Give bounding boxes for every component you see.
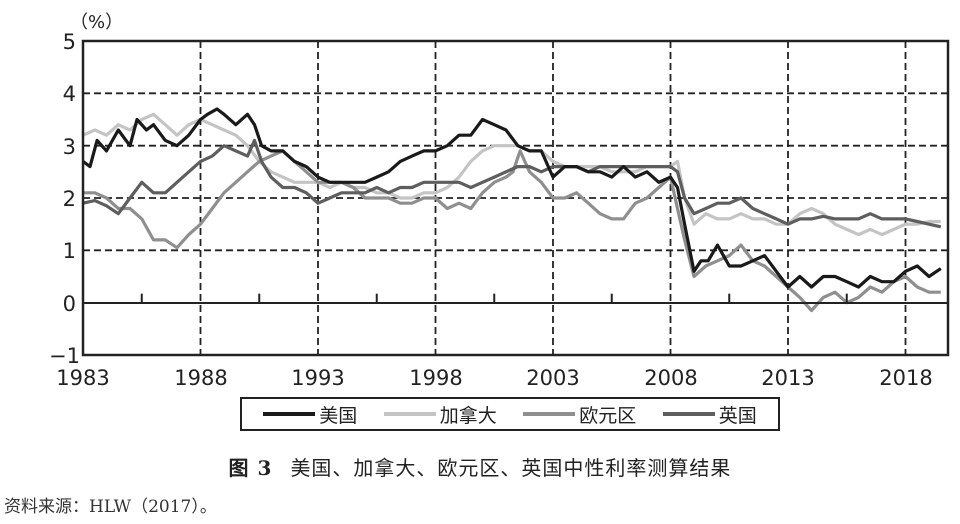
figure-title: 美国、加拿大、欧元区、英国中性利率测算结果 xyxy=(290,456,732,480)
x-tick-1983: 1983 xyxy=(56,366,109,390)
figure-number: 图 3 xyxy=(228,456,273,480)
y-tick-0: 0 xyxy=(63,292,76,316)
x-tick-1993: 1993 xyxy=(291,366,344,390)
x-axis-labels: 1983 1988 1993 1998 2003 2008 2013 2018 xyxy=(56,366,932,390)
legend-label-canada: 加拿大 xyxy=(439,404,497,427)
legend-swatch-canada xyxy=(383,412,436,416)
legend-item-canada: 加拿大 xyxy=(383,401,497,428)
x-tick-2008: 2008 xyxy=(644,366,697,390)
y-tick-2: 2 xyxy=(63,187,76,211)
y-unit-label: （%） xyxy=(70,12,123,33)
plot-frame xyxy=(81,39,950,357)
legend: 美国 加拿大 欧元区 英国 xyxy=(240,397,780,431)
figure-caption: 图 3 美国、加拿大、欧元区、英国中性利率测算结果 xyxy=(0,452,960,481)
x-tick-2018: 2018 xyxy=(879,366,932,390)
x-tick-1988: 1988 xyxy=(174,366,227,390)
legend-item-eurozone: 欧元区 xyxy=(523,401,636,428)
legend-swatch-us xyxy=(263,412,316,416)
y-tick-5: 5 xyxy=(63,30,76,54)
legend-swatch-uk xyxy=(662,412,715,416)
legend-label-eurozone: 欧元区 xyxy=(579,404,637,427)
grid-lines xyxy=(83,41,948,355)
series-uk-line xyxy=(82,138,942,229)
minor-x-ticks xyxy=(140,293,848,303)
legend-item-uk: 英国 xyxy=(662,401,757,428)
legend-label-us: 美国 xyxy=(319,404,358,427)
y-tick-4: 4 xyxy=(63,82,76,106)
series-eurozone-line xyxy=(83,149,941,313)
y-tick-1: 1 xyxy=(63,239,76,263)
legend-label-uk: 英国 xyxy=(718,404,757,427)
line-chart: （%） 5 4 3 2 1 0 −1 1983 1988 1993 1998 2… xyxy=(49,12,950,390)
x-tick-2003: 2003 xyxy=(526,366,579,390)
y-tick-minus1: −1 xyxy=(49,344,80,368)
y-axis-labels: 5 4 3 2 1 0 −1 xyxy=(49,30,80,368)
y-tick-3: 3 xyxy=(63,135,76,159)
legend-swatch-eurozone xyxy=(523,412,576,416)
source-note: 资料来源：HLW（2017）。 xyxy=(4,497,217,517)
series-lines xyxy=(82,107,942,313)
x-tick-2013: 2013 xyxy=(761,366,814,390)
series-us-line xyxy=(82,107,942,289)
legend-item-us: 美国 xyxy=(263,401,357,428)
x-tick-1998: 1998 xyxy=(409,366,462,390)
